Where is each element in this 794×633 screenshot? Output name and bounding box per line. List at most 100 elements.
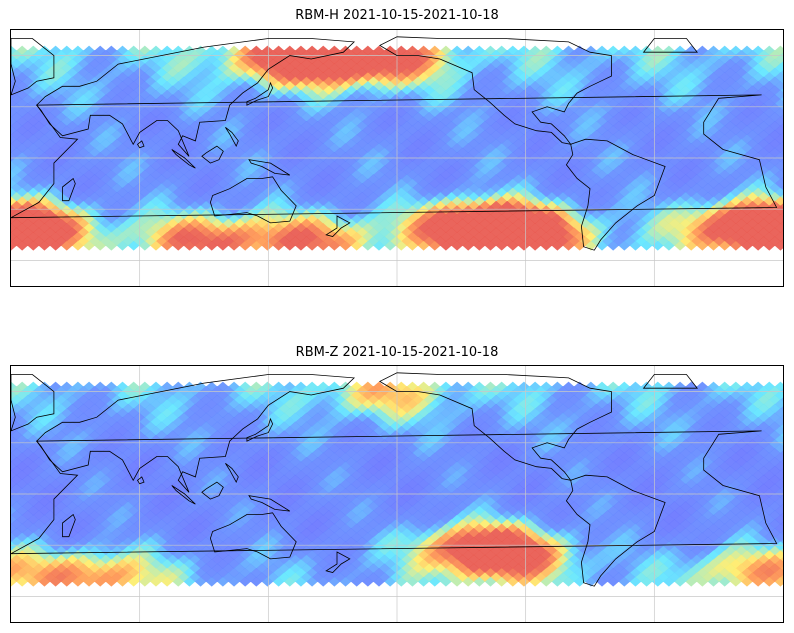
data-cell bbox=[774, 134, 783, 145]
data-cell bbox=[33, 94, 45, 105]
data-cell bbox=[512, 138, 524, 149]
data-cell bbox=[111, 147, 123, 158]
data-cell bbox=[217, 399, 229, 410]
data-cell bbox=[490, 448, 502, 458]
data-cell bbox=[267, 448, 279, 458]
data-cell bbox=[780, 132, 783, 138]
data-cell bbox=[77, 218, 90, 229]
data-cell bbox=[507, 240, 519, 251]
data-cell bbox=[596, 45, 608, 56]
data-cell bbox=[646, 138, 658, 149]
data-cell bbox=[167, 129, 179, 140]
data-cell bbox=[691, 448, 703, 458]
data-cell bbox=[155, 465, 168, 476]
data-cell bbox=[523, 465, 536, 476]
data-cell bbox=[735, 129, 747, 140]
data-cell bbox=[66, 483, 78, 494]
data-cell bbox=[89, 85, 101, 96]
data-cell bbox=[289, 50, 301, 60]
data-cell bbox=[618, 443, 630, 454]
data-cell bbox=[763, 443, 775, 454]
data-cell bbox=[746, 50, 759, 60]
data-cell bbox=[574, 399, 586, 410]
data-cell bbox=[451, 240, 463, 251]
data-cell bbox=[284, 45, 296, 56]
data-cell bbox=[624, 465, 636, 476]
coastline bbox=[11, 94, 778, 219]
data-cell bbox=[568, 474, 580, 485]
data-cell bbox=[172, 240, 184, 251]
data-cell bbox=[373, 443, 385, 454]
data-cell bbox=[568, 448, 580, 458]
data-cell bbox=[646, 94, 658, 105]
data-cell bbox=[691, 138, 703, 149]
data-cell bbox=[696, 399, 708, 410]
data-cell bbox=[646, 129, 658, 140]
data-cell bbox=[22, 147, 34, 158]
data-cell bbox=[11, 223, 17, 233]
data-cell bbox=[267, 147, 279, 158]
data-cell bbox=[674, 54, 686, 65]
data-cell bbox=[312, 465, 324, 476]
data-cell bbox=[774, 116, 783, 127]
data-cell bbox=[11, 408, 17, 418]
data-cell bbox=[77, 474, 90, 485]
data-cell bbox=[780, 388, 783, 394]
data-cell bbox=[758, 465, 770, 476]
data-cell bbox=[512, 474, 524, 485]
data-cell bbox=[234, 474, 246, 485]
data-cell bbox=[55, 138, 67, 149]
data-cell bbox=[94, 399, 106, 410]
data-cell bbox=[111, 94, 123, 105]
data-cell bbox=[183, 399, 195, 410]
data-cell bbox=[468, 129, 480, 140]
data-cell bbox=[484, 425, 497, 436]
data-cell bbox=[429, 417, 441, 427]
data-cell bbox=[234, 448, 246, 458]
data-cell bbox=[490, 138, 502, 149]
data-cell bbox=[562, 399, 575, 410]
data-cell bbox=[518, 240, 530, 251]
data-cell bbox=[295, 443, 307, 454]
data-cell bbox=[574, 417, 586, 427]
data-cell bbox=[100, 448, 112, 458]
data-cell bbox=[468, 483, 480, 494]
data-cell bbox=[646, 465, 658, 476]
data-cell bbox=[440, 240, 452, 251]
data-cell bbox=[685, 443, 697, 454]
data-cell bbox=[89, 465, 101, 476]
data-cell bbox=[412, 483, 424, 494]
data-cell bbox=[234, 50, 246, 60]
data-cell bbox=[66, 474, 78, 485]
data-cell bbox=[674, 425, 686, 436]
data-cell bbox=[680, 147, 692, 158]
data-cell bbox=[562, 45, 575, 56]
data-cell bbox=[724, 138, 736, 149]
data-cell bbox=[540, 54, 552, 65]
data-cell bbox=[178, 129, 190, 140]
data-cell bbox=[780, 150, 783, 155]
data-cell bbox=[401, 474, 413, 485]
data-cell bbox=[457, 465, 469, 476]
data-cell bbox=[523, 138, 536, 149]
data-cell bbox=[434, 483, 446, 494]
data-cell bbox=[741, 443, 753, 454]
data-cell bbox=[339, 399, 352, 410]
data-cell bbox=[635, 50, 647, 60]
data-cell bbox=[384, 425, 396, 436]
data-cell bbox=[780, 486, 783, 491]
data-cell bbox=[780, 168, 783, 173]
data-cell bbox=[351, 45, 363, 56]
data-cell bbox=[462, 45, 474, 56]
data-cell bbox=[496, 399, 508, 410]
data-cell bbox=[89, 156, 101, 167]
data-cell bbox=[434, 465, 446, 476]
data-cell bbox=[89, 474, 101, 485]
data-cell bbox=[105, 417, 117, 427]
data-cell bbox=[568, 129, 580, 140]
data-cell bbox=[38, 417, 51, 427]
data-cell bbox=[462, 240, 474, 251]
data-cell bbox=[780, 450, 783, 456]
data-cell bbox=[774, 98, 783, 109]
data-cell bbox=[11, 465, 23, 476]
